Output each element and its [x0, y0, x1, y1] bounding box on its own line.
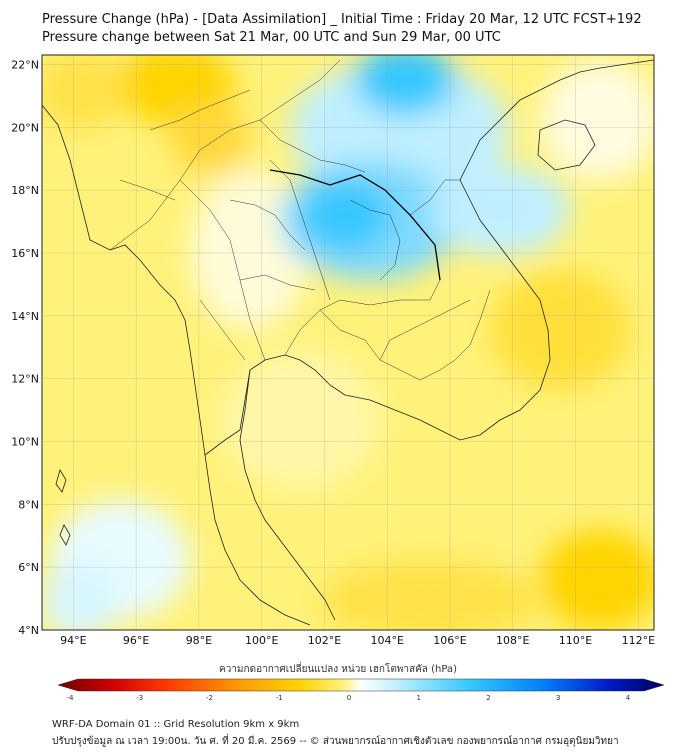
admin-borders: [109, 59, 491, 381]
lon-label: 104°E: [371, 634, 404, 647]
lat-label: 20°N: [11, 121, 39, 134]
lat-label: 10°N: [11, 435, 39, 448]
colorbar-tick-label: 0: [347, 694, 351, 702]
longitude-labels: 94°E 96°E 98°E 100°E 102°E 104°E 106°E 108°E 110…: [60, 634, 655, 647]
lon-label: 96°E: [123, 634, 149, 647]
colorbar-ticks: -4 -3 -2 -1 0 1 2 3 4: [67, 694, 631, 702]
lon-label: 94°E: [60, 634, 86, 647]
footer-credit: ปรับปรุงข้อมูล ณ เวลา 19:00น. วัน ศ. ที่…: [52, 736, 619, 747]
mekong-border: [269, 169, 441, 281]
colorbar: -4 -3 -2 -1 0 1 2 3 4: [57, 678, 665, 702]
lat-label: 8°N: [18, 498, 39, 511]
lon-label: 98°E: [186, 634, 212, 647]
colorbar-tick-label: 3: [556, 694, 560, 702]
map-title: Pressure Change (hPa) - [Data Assimilati…: [42, 12, 642, 27]
coastlines: [42, 59, 654, 626]
lon-label: 108°E: [496, 634, 529, 647]
colorbar-tick-label: -4: [67, 694, 75, 702]
lon-label: 110°E: [559, 634, 592, 647]
map-subtitle: Pressure change between Sat 21 Mar, 00 U…: [42, 30, 501, 45]
lon-label: 112°E: [622, 634, 655, 647]
lon-label: 102°E: [308, 634, 341, 647]
colorbar-tick-label: -3: [136, 694, 143, 702]
colorbar-tick-label: 2: [486, 694, 490, 702]
pressure-field: [42, 55, 654, 630]
map-frame: [41, 54, 655, 631]
latitude-labels: 22°N 20°N 18°N 16°N 14°N 12°N 10°N 8°N 6°N 4°N: [11, 58, 39, 637]
lon-label: 100°E: [245, 634, 278, 647]
colorbar-label: ความกดอากาศเปลี่ยนแปลง หน่วย เฮกโตพาสคัล…: [219, 664, 457, 675]
footer-model-info: WRF-DA Domain 01 :: Grid Resolution 9km …: [52, 719, 300, 730]
lat-label: 22°N: [11, 58, 39, 71]
colorbar-tick-label: 1: [417, 694, 421, 702]
lat-label: 12°N: [11, 373, 39, 386]
lat-label: 14°N: [11, 310, 39, 323]
lat-label: 16°N: [11, 247, 39, 260]
lat-label: 6°N: [18, 561, 39, 574]
graticule: [42, 55, 654, 630]
colorbar-tick-label: 4: [626, 694, 631, 702]
lat-label: 18°N: [11, 184, 39, 197]
lon-label: 106°E: [433, 634, 466, 647]
colorbar-tick-label: -2: [206, 694, 213, 702]
colorbar-tick-label: -1: [276, 694, 283, 702]
lat-label: 4°N: [18, 624, 39, 637]
